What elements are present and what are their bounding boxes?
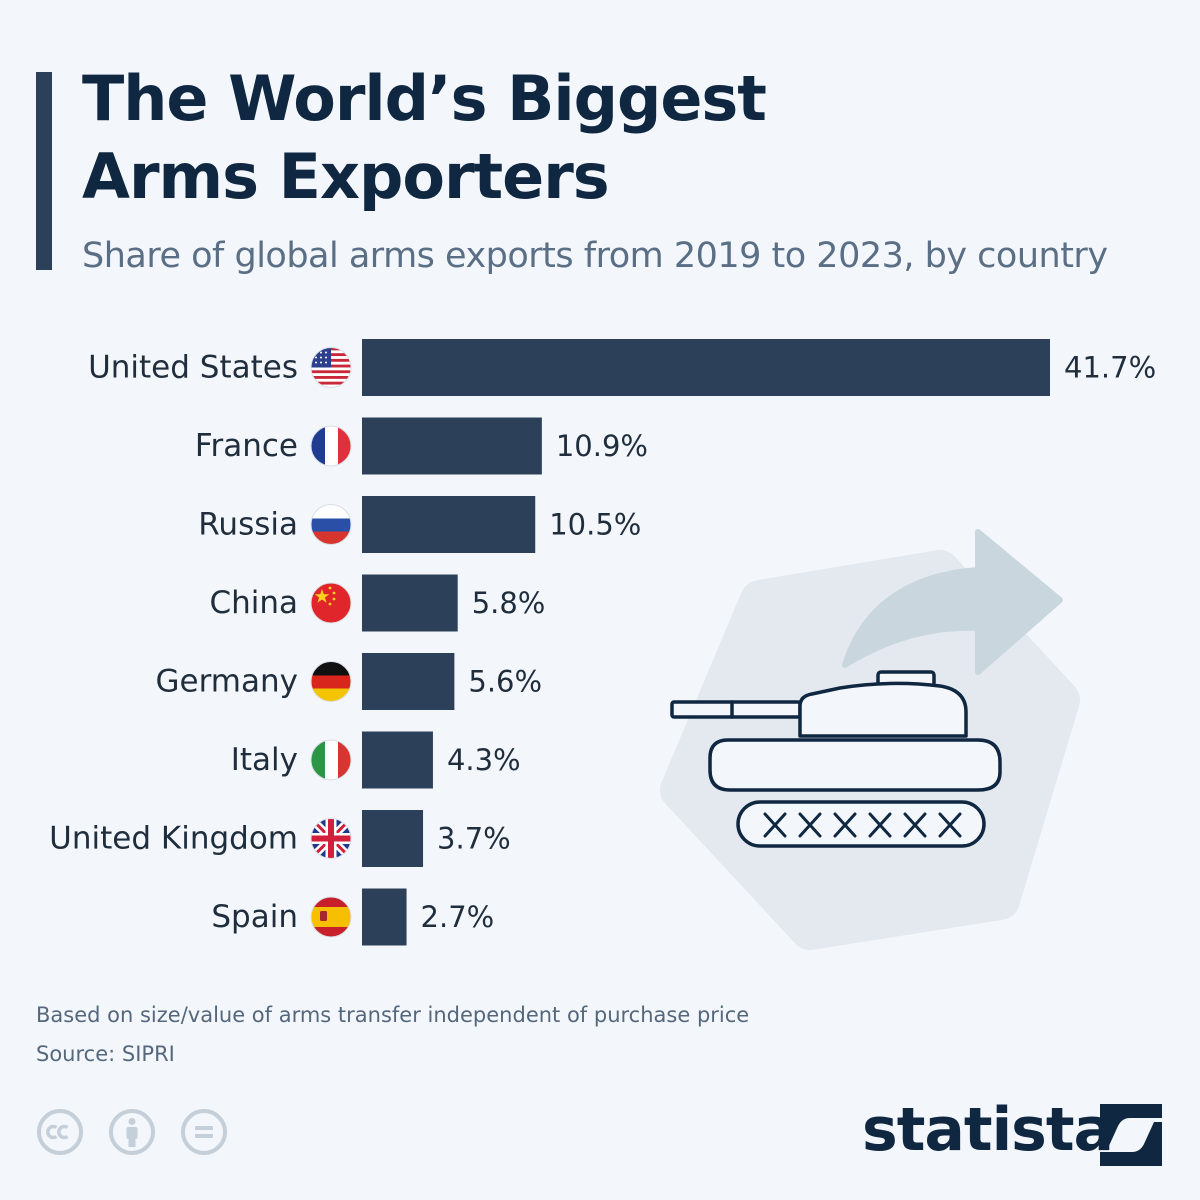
bar	[362, 888, 407, 946]
chart-rows: United States 41.7% France 10.9% Russia 10.5%…	[49, 339, 1156, 946]
bar	[362, 810, 424, 867]
tank-hull-icon	[708, 738, 1002, 792]
tank-turret-icon	[798, 681, 968, 738]
china-flag-icon	[310, 582, 352, 624]
category-label: Russia	[198, 507, 298, 543]
value-label: 10.5%	[549, 508, 641, 542]
category-label: France	[195, 428, 298, 464]
no-derivatives-icon[interactable]	[180, 1108, 228, 1156]
us-flag-icon	[310, 347, 352, 388]
bar	[362, 339, 1050, 396]
value-label: 10.9%	[556, 429, 648, 463]
value-label: 4.3%	[447, 743, 521, 777]
category-label: United States	[88, 350, 298, 386]
cc-icon[interactable]	[36, 1108, 84, 1156]
value-label: 5.6%	[468, 665, 542, 699]
tank-barrel-icon	[670, 700, 802, 719]
illustration-hexagon-background	[660, 550, 1080, 950]
value-label: 41.7%	[1064, 351, 1156, 385]
italy-flag-icon	[310, 739, 352, 781]
germany-flag-icon	[310, 661, 352, 702]
bar	[362, 731, 433, 789]
source-note: Source: SIPRI	[36, 1042, 175, 1066]
category-label: Italy	[231, 742, 298, 778]
attribution-icon[interactable]	[108, 1108, 156, 1156]
bar	[362, 417, 542, 475]
value-label: 5.8%	[472, 586, 546, 620]
value-label: 2.7%	[421, 900, 495, 934]
footnote: Based on size/value of arms transfer ind…	[36, 1003, 750, 1027]
category-label: China	[209, 585, 298, 621]
category-label: Germany	[156, 664, 298, 700]
export-arrow-icon	[842, 529, 1063, 675]
bar	[362, 574, 458, 632]
statista-logo-text[interactable]: statista	[862, 1095, 1114, 1165]
france-flag-icon	[310, 425, 352, 467]
title-accent-bar	[36, 72, 52, 270]
category-label: United Kingdom	[49, 821, 298, 857]
russia-flag-icon	[310, 504, 352, 545]
tank-hatch-icon	[876, 670, 936, 688]
tank-wheels-icon	[763, 812, 962, 838]
tank-tracks-icon	[736, 800, 986, 848]
title-line-1: The World’s Biggest	[82, 62, 767, 135]
chart-subtitle: Share of global arms exports from 2019 t…	[82, 236, 1108, 276]
title-line-2: Arms Exporters	[82, 140, 610, 213]
bar	[362, 496, 536, 553]
uk-flag-icon	[310, 818, 352, 859]
chart-title: The World’s Biggest Arms Exporters	[82, 60, 1162, 216]
statista-logo-icon[interactable]	[1100, 1104, 1162, 1166]
tank-export-icon	[660, 529, 1080, 950]
value-label: 3.7%	[437, 822, 511, 856]
bar	[362, 653, 455, 710]
spain-flag-icon	[310, 896, 352, 938]
category-label: Spain	[211, 899, 298, 935]
